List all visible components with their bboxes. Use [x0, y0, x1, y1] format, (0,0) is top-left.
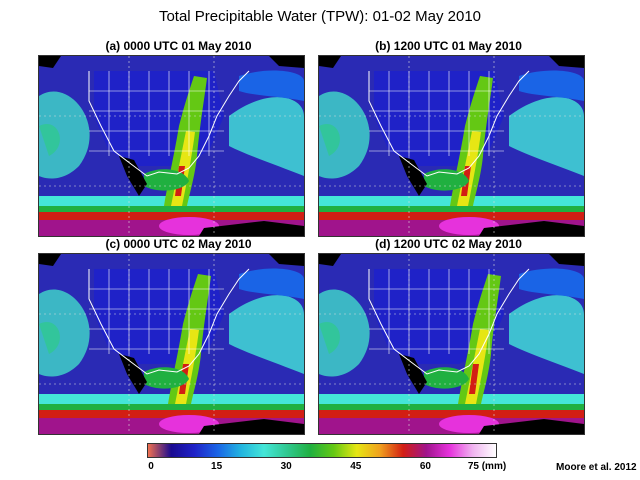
credit-text: Moore et al. 2012 — [556, 462, 637, 473]
pacific-moisture — [39, 289, 90, 377]
tropical-band-green — [319, 206, 584, 216]
pacific-moisture — [319, 289, 370, 377]
greenland-land-mask — [549, 56, 584, 68]
panel-c-map — [38, 253, 305, 435]
greenland-land-mask — [549, 254, 584, 266]
pacific-moisture-core — [319, 321, 340, 354]
colorbar — [147, 443, 497, 458]
coastline — [88, 268, 250, 375]
pacific-moisture — [39, 91, 90, 179]
pacific-moisture-core — [39, 321, 60, 354]
pacific-land-mask — [319, 254, 341, 266]
panel-a-map — [38, 55, 305, 237]
atlantic-dry-band — [519, 70, 584, 101]
figure-title: Total Precipitable Water (TPW): 01-02 Ma… — [158, 8, 482, 25]
gulf-of-mexico — [424, 367, 469, 389]
panel-d-title: (d) 1200 UTC 02 May 2010 — [375, 237, 522, 251]
colorbar-tick-label: 0 — [148, 461, 154, 472]
south-america-land-mask — [199, 221, 304, 236]
atlantic-moisture — [509, 97, 584, 176]
south-america-land-mask — [199, 419, 304, 434]
colorbar-tick-label: 30 — [280, 461, 292, 472]
atlantic-dry-band — [239, 70, 304, 101]
gulf-of-mexico — [424, 169, 469, 191]
greenland-land-mask — [269, 56, 304, 68]
pacific-land-mask — [319, 56, 341, 68]
coastline — [368, 268, 530, 375]
panel-b-map — [318, 55, 585, 237]
colorbar-tick-label: 15 — [211, 461, 223, 472]
gulf-of-mexico — [144, 367, 189, 389]
lat-lon-grid — [319, 56, 584, 236]
moisture-plume-max — [469, 364, 479, 394]
south-america-land-mask — [479, 419, 584, 434]
panel-d-map — [318, 253, 585, 435]
gulf-of-mexico — [144, 169, 189, 191]
coastline — [88, 70, 250, 177]
tropical-band-red — [319, 410, 584, 420]
lat-lon-grid — [39, 254, 304, 434]
colorbar-tick-label: 45 — [350, 461, 362, 472]
pacific-land-mask — [39, 56, 61, 68]
atlantic-dry-band — [519, 268, 584, 299]
atlantic-moisture — [509, 295, 584, 374]
pacific-moisture-core — [319, 123, 340, 156]
greenland-land-mask — [269, 254, 304, 266]
lat-lon-grid — [319, 254, 584, 434]
atlantic-dry-band — [239, 268, 304, 299]
panel-a-title: (a) 0000 UTC 01 May 2010 — [105, 39, 252, 53]
south-america-land-mask — [479, 221, 584, 236]
tropical-band-red — [39, 410, 304, 420]
pacific-moisture-core — [39, 123, 60, 156]
panel-b-title: (b) 1200 UTC 01 May 2010 — [375, 39, 522, 53]
state-borders — [89, 269, 224, 354]
tropical-band-green — [39, 206, 304, 216]
tropical-band-red — [319, 212, 584, 222]
tropical-band-green — [319, 404, 584, 414]
atlantic-moisture — [229, 97, 304, 176]
state-borders — [369, 71, 504, 156]
colorbar-tick-label: 60 — [419, 461, 431, 472]
tropical-band-red — [39, 212, 304, 222]
lat-lon-grid — [39, 56, 304, 236]
colorbar-tick-label: 75 (mm) — [467, 461, 507, 472]
coastline — [368, 70, 530, 177]
pacific-land-mask — [39, 254, 61, 266]
atlantic-moisture — [229, 295, 304, 374]
pacific-moisture — [319, 91, 370, 179]
tropical-band-green — [39, 404, 304, 414]
panel-c-title: (c) 0000 UTC 02 May 2010 — [105, 237, 252, 251]
